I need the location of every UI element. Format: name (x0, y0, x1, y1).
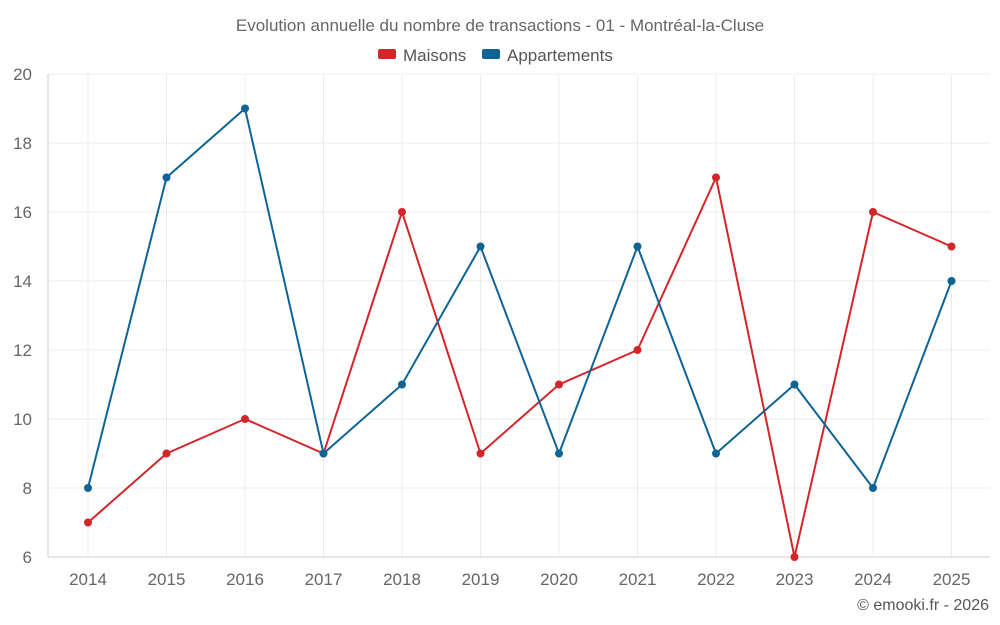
series-line-maisons (87, 176, 952, 558)
data-point-maisons[interactable] (947, 242, 956, 251)
y-tick-label: 10 (13, 410, 32, 429)
x-tick-label: 2018 (383, 570, 421, 589)
legend-label-maisons: Maisons (403, 46, 466, 65)
data-point-maisons[interactable] (84, 518, 92, 527)
legend-swatch-maisons (378, 49, 396, 59)
data-point-maisons[interactable] (712, 173, 720, 182)
data-point-appartements[interactable] (241, 104, 249, 113)
y-tick-label: 18 (13, 134, 32, 153)
data-point-appartements[interactable] (555, 449, 563, 458)
data-point-maisons[interactable] (476, 449, 485, 458)
x-tick-label: 2020 (540, 570, 578, 589)
data-point-appartements[interactable] (476, 242, 485, 251)
data-point-appartements[interactable] (162, 173, 171, 182)
legend-item-appartements[interactable]: Appartements (482, 46, 613, 65)
y-tick-label: 20 (13, 65, 32, 84)
data-point-maisons[interactable] (555, 380, 563, 389)
legend-label-appartements: Appartements (507, 46, 613, 65)
data-point-appartements[interactable] (712, 449, 720, 458)
data-point-maisons[interactable] (162, 449, 171, 458)
data-point-appartements[interactable] (947, 277, 956, 285)
series-line-appartements (87, 107, 953, 489)
data-point-maisons[interactable] (398, 208, 406, 216)
y-tick-label: 6 (23, 548, 32, 567)
y-tick-label: 12 (13, 341, 32, 360)
y-tick-label: 14 (13, 272, 32, 291)
x-tick-label: 2015 (148, 570, 186, 589)
x-tick-label: 2016 (226, 570, 264, 589)
data-point-maisons[interactable] (790, 553, 799, 561)
data-point-appartements[interactable] (869, 484, 877, 492)
data-point-appartements[interactable] (790, 380, 799, 389)
data-point-maisons[interactable] (241, 415, 249, 423)
x-tick-label: 2017 (305, 570, 343, 589)
legend: Maisons Appartements (378, 46, 613, 65)
data-point-appartements[interactable] (633, 242, 642, 251)
y-tick-label: 16 (13, 203, 32, 222)
x-tick-label: 2022 (697, 570, 735, 589)
x-tick-label: 2025 (933, 570, 971, 589)
legend-item-maisons[interactable]: Maisons (378, 46, 466, 65)
credit-text: © emooki.fr - 2026 (857, 597, 989, 614)
axes: 6 8 10 12 14 16 18 20 2014 2015 2016 2017 2018 2019 20… (13, 65, 990, 589)
x-tick-label: 2024 (854, 570, 892, 589)
x-tick-label: 2019 (462, 570, 500, 589)
x-tick-label: 2021 (619, 570, 657, 589)
data-point-maisons[interactable] (869, 208, 877, 216)
x-tick-label: 2023 (776, 570, 814, 589)
gridlines (48, 73, 990, 558)
y-tick-label: 8 (23, 479, 32, 498)
data-point-appartements[interactable] (398, 380, 406, 389)
chart-title: Evolution annuelle du nombre de transact… (236, 16, 764, 35)
series (84, 104, 956, 561)
data-point-appartements[interactable] (319, 449, 328, 458)
data-point-maisons[interactable] (633, 346, 642, 354)
x-tick-label: 2014 (69, 570, 107, 589)
legend-swatch-appartements (482, 49, 500, 59)
data-point-appartements[interactable] (84, 484, 92, 492)
